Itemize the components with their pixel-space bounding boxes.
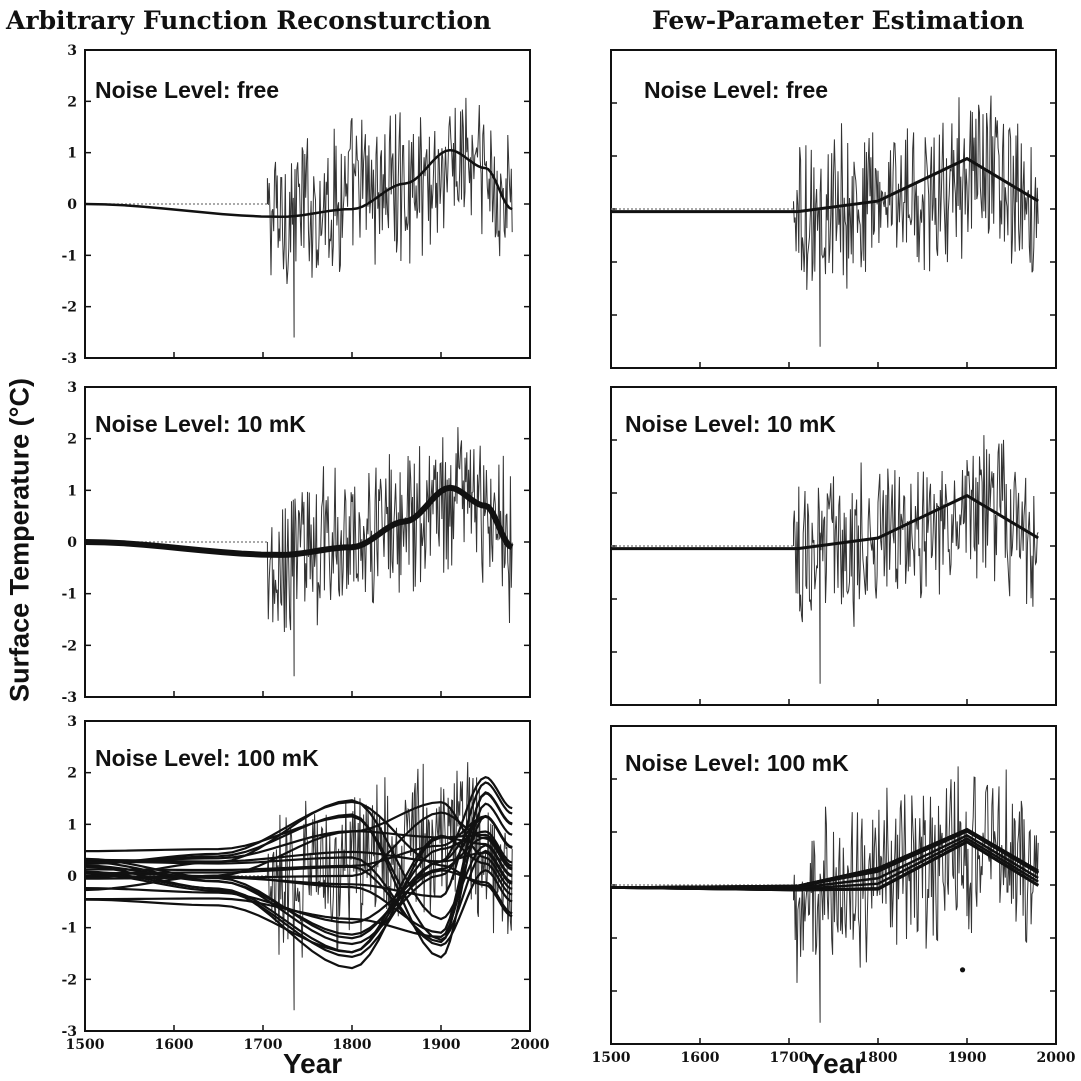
x-tick-label: 1500 [592, 1050, 631, 1066]
noisy-data-series [266, 427, 513, 677]
x-tick-label: 1900 [422, 1037, 461, 1053]
noise-level-label: Noise Level: free [644, 77, 828, 103]
y-tick-label: -2 [61, 638, 77, 654]
y-tick-label: 2 [67, 766, 77, 782]
panel-left-top: 3 2 1 0 -1 -2 -3 Noise Level: free [61, 43, 531, 367]
reconstruction-curve [85, 811, 513, 880]
y-tick-label: 1 [67, 817, 77, 833]
y-tick-label: 3 [67, 43, 77, 59]
y-tick-label: 1 [67, 483, 77, 499]
y-tick-label: 1 [67, 146, 77, 162]
noise-level-label: Noise Level: 100 mK [95, 745, 319, 771]
y-tick-label: 3 [67, 714, 77, 730]
y-tick-label: -3 [61, 690, 77, 706]
y-tick-label: 3 [67, 380, 77, 396]
x-tick-label: 1800 [333, 1037, 372, 1053]
reconstruction-curve [84, 834, 513, 954]
reconstruction-curve [85, 815, 513, 942]
x-tick-label: 1500 [66, 1037, 105, 1053]
x-tick-label: 1600 [681, 1050, 720, 1066]
reconstruction-curve [84, 484, 514, 558]
right-column-title: Few-Parameter Estimation [652, 6, 1025, 35]
noise-level-label: Noise Level: 100 mK [625, 750, 849, 776]
reconstruction-curve [84, 799, 513, 921]
noisy-data-series [793, 95, 1039, 347]
y-tick-label: -1 [61, 248, 77, 264]
y-tick-label: 0 [67, 869, 77, 885]
noise-level-label: Noise Level: 10 mK [625, 411, 836, 437]
x-tick-label: 1700 [770, 1050, 809, 1066]
y-tick-label: 0 [67, 535, 77, 551]
panel-right-top: Noise Level: free [610, 49, 1057, 369]
noisy-data-series [266, 97, 513, 338]
y-tick-label: -3 [61, 351, 77, 367]
y-tick-label: -3 [61, 1024, 77, 1040]
left-column-title: Arbitrary Function Reconsturction [6, 6, 492, 35]
panel-left-middle: 3 2 1 0 -1 -2 -3 Noise Level: 10 mK [61, 380, 531, 706]
reconstruction-curve [610, 829, 1039, 889]
reconstruction-curve [610, 840, 1039, 892]
x-axis-label-right: Year [806, 1048, 866, 1079]
y-tick-label: -1 [61, 921, 77, 937]
reconstruction-curve [85, 830, 513, 867]
x-tick-label: 2000 [511, 1037, 550, 1053]
y-tick-label: 2 [67, 432, 77, 448]
noisy-data-series [793, 766, 1039, 1023]
x-tick-label: 1600 [155, 1037, 194, 1053]
y-tick-label: -1 [61, 587, 77, 603]
reconstruction-curve [611, 156, 1039, 214]
x-axis-label-left: Year [283, 1048, 343, 1079]
x-tick-label: 2000 [1037, 1050, 1076, 1066]
panel-right-bottom: 1500 1600 1700 1800 1900 2000 Noise Level: 100… [592, 725, 1076, 1066]
y-tick-label: -2 [61, 972, 77, 988]
reconstruction-curve [84, 815, 513, 946]
y-tick-label: -2 [61, 300, 77, 316]
reconstruction-curve [84, 148, 513, 219]
x-tick-label: 1900 [948, 1050, 987, 1066]
noisy-data-series [793, 435, 1039, 684]
reconstruction-curve [84, 802, 513, 959]
reconstruction-curve [84, 791, 513, 944]
noise-level-label: Noise Level: free [95, 77, 279, 103]
x-tick-label: 1800 [859, 1050, 898, 1066]
y-tick-label: 0 [67, 197, 77, 213]
noise-level-label: Noise Level: 10 mK [95, 411, 306, 437]
panel-right-middle: Noise Level: 10 mK [610, 386, 1057, 706]
reconstruction-curve [611, 493, 1039, 551]
stray-data-dot [959, 967, 966, 973]
x-tick-label: 1700 [244, 1037, 283, 1053]
y-tick-label: 2 [67, 94, 77, 110]
